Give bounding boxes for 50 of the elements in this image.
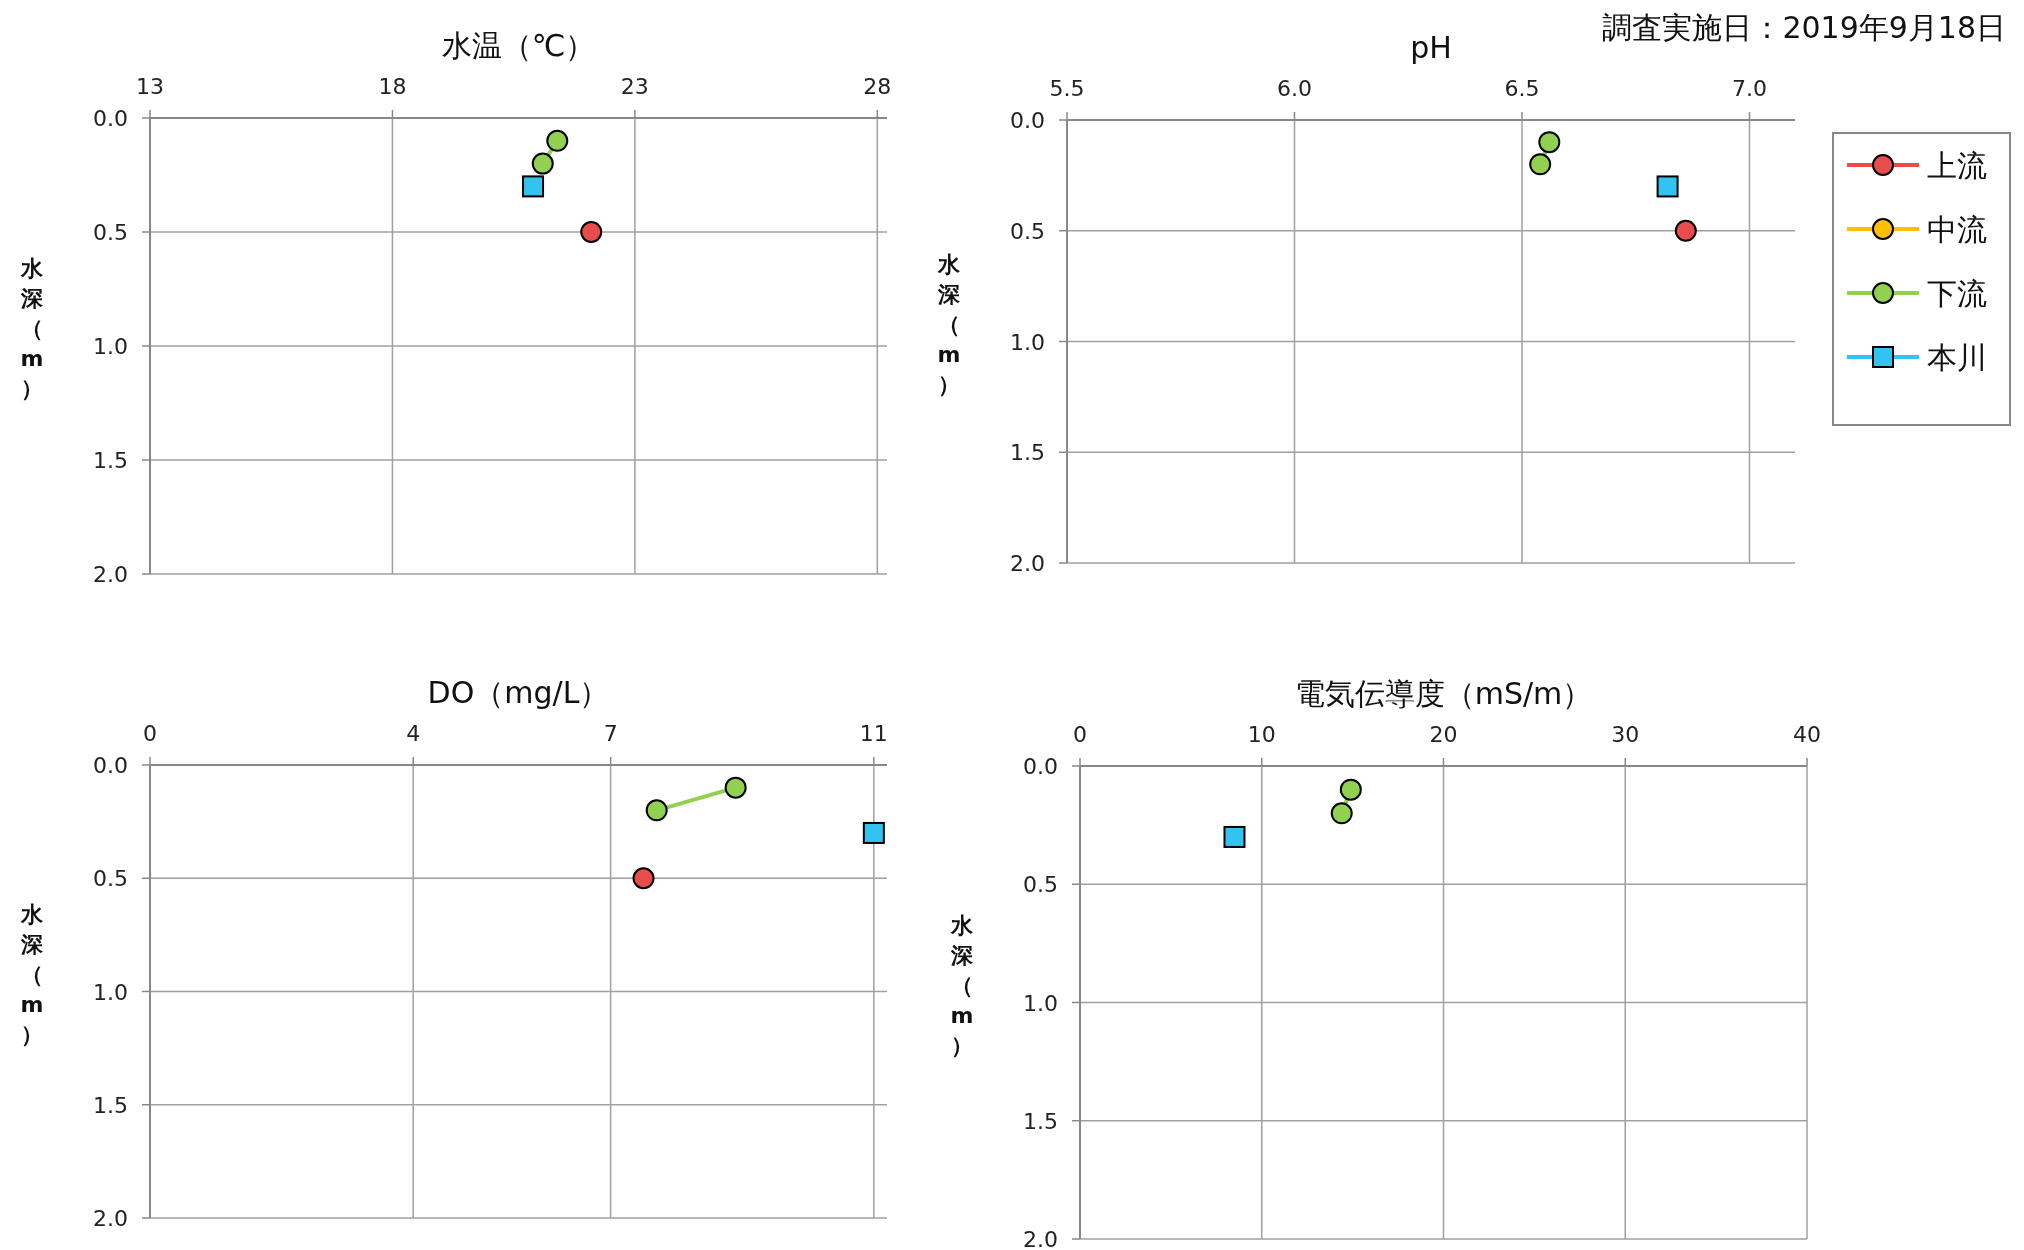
y-axis-title: 水深（m） — [20, 256, 44, 401]
text: 調査実施日：2019年9月18日 — [1602, 10, 2006, 45]
legend-label: 上流 — [1927, 148, 1987, 183]
y-tick-label: 1.0 — [93, 334, 128, 359]
x-tick-label: 0 — [143, 721, 157, 746]
y-axis-title: 水深（m） — [937, 251, 961, 397]
y-tick-label: 2.0 — [1023, 1227, 1058, 1250]
y-tick-label: 1.5 — [1010, 440, 1045, 466]
x-tick-label: 40 — [1793, 722, 1821, 747]
chart-title: 水温（℃） — [441, 28, 596, 63]
legend-label: 下流 — [1927, 276, 1987, 311]
y-tick-label: 0.5 — [93, 220, 128, 245]
y-tick-label: 1.5 — [93, 448, 128, 473]
y-tick-label: 1.5 — [1023, 1108, 1058, 1134]
y-tick-label: 0.0 — [93, 753, 128, 778]
y-tick-label: 1.0 — [1023, 990, 1058, 1016]
y-tick-label: 0.0 — [1023, 754, 1058, 779]
y-tick-label: 0.5 — [1010, 218, 1045, 244]
x-tick-label: 0 — [1073, 722, 1087, 747]
x-tick-label: 6.0 — [1277, 76, 1312, 101]
chart-title: pH — [1410, 30, 1452, 65]
x-tick-label: 10 — [1247, 722, 1276, 747]
x-tick-label: 4 — [406, 721, 421, 746]
y-axis-title: 水深（m） — [20, 901, 44, 1047]
x-tick-label: 11 — [859, 721, 888, 746]
y-tick-label: 2.0 — [93, 1206, 128, 1231]
y-tick-label: 2.0 — [1010, 551, 1045, 576]
chart-title: DO（mg/L） — [427, 675, 610, 710]
y-tick-label: 0.5 — [93, 866, 128, 892]
x-tick-label: 13 — [136, 74, 164, 99]
x-tick-label: 30 — [1611, 722, 1640, 747]
y-tick-label: 0.0 — [1010, 108, 1045, 133]
x-tick-label: 18 — [378, 74, 407, 99]
chart-title: 電気伝導度（mS/m） — [1294, 676, 1593, 711]
y-tick-label: 2.0 — [93, 562, 128, 587]
x-tick-label: 23 — [620, 74, 649, 99]
legend-label: 本川 — [1927, 340, 1987, 375]
y-tick-label: 1.0 — [1010, 329, 1045, 355]
legend-label: 中流 — [1927, 212, 1987, 247]
y-tick-label: 1.0 — [93, 979, 128, 1005]
y-tick-label: 1.5 — [93, 1092, 128, 1118]
x-tick-label: 28 — [863, 74, 892, 99]
x-tick-label: 7.0 — [1732, 76, 1767, 101]
y-tick-label: 0.0 — [93, 106, 128, 131]
x-tick-label: 20 — [1429, 722, 1458, 747]
x-tick-label: 7 — [603, 721, 618, 746]
y-axis-title: 水深（m） — [950, 912, 974, 1058]
x-tick-label: 6.5 — [1504, 76, 1540, 101]
y-tick-label: 0.5 — [1023, 872, 1058, 898]
x-tick-label: 5.5 — [1049, 76, 1085, 101]
